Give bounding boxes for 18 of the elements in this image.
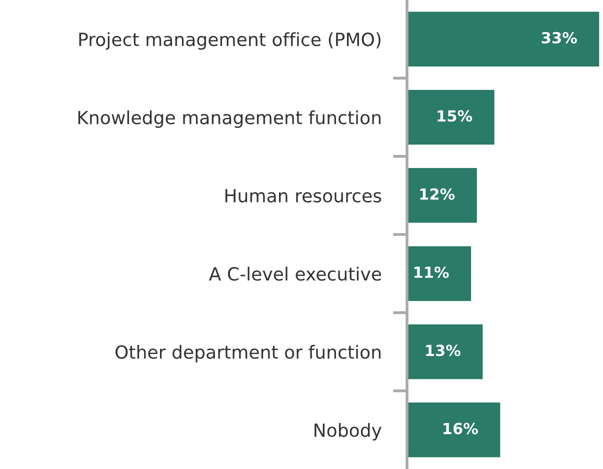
bar: [407, 90, 494, 145]
bar: [407, 168, 477, 223]
y-tick-label: Human resources: [225, 189, 382, 203]
bar: [407, 324, 483, 380]
y-tick-label: Other department or function: [116, 344, 380, 362]
data-label: 16%: [444, 422, 478, 434]
data-label: 11%: [414, 266, 449, 278]
data-label: 13%: [426, 344, 460, 356]
bar: [407, 402, 500, 458]
y-tick-label: A C-level executive: [208, 266, 382, 281]
y-tick-label: Nobody: [314, 423, 382, 441]
y-tick-label: Knowledge management function: [78, 110, 380, 128]
data-label: 33%: [542, 32, 577, 44]
y-tick-label: Project management office (PMO): [79, 32, 380, 50]
bar: [407, 12, 600, 66]
bar: [407, 246, 472, 301]
data-label: 12%: [420, 188, 455, 200]
data-label: 15%: [438, 110, 472, 122]
